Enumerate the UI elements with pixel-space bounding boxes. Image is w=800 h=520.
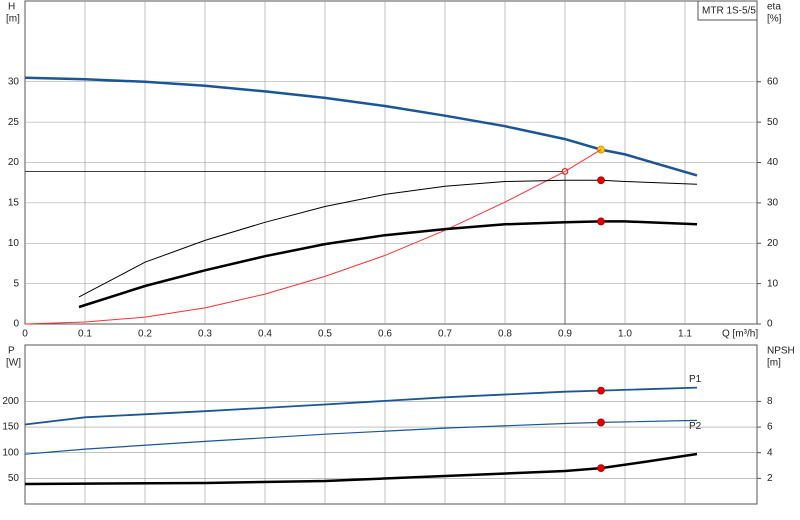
series-line (24, 76, 698, 177)
operating-point (597, 386, 605, 395)
right-axis-unit: [%] (767, 14, 782, 25)
x-tick-label: 0.3 (198, 329, 212, 340)
y2-tick-label: 50 (767, 117, 779, 128)
x-tick-label: 0 (22, 329, 28, 340)
y-tick-label: 200 (2, 396, 19, 407)
y2-tick-label: 20 (767, 238, 779, 249)
y2-tick-label: 30 (767, 198, 779, 209)
operating-point (597, 176, 605, 185)
series-label: P1 (689, 374, 702, 385)
series-label: P2 (689, 421, 702, 432)
y-tick-label: 50 (8, 473, 20, 484)
y-tick-label: 100 (2, 447, 19, 458)
x-tick-label: 0.2 (138, 329, 152, 340)
y2-tick-label: 2 (767, 473, 773, 484)
series-line (24, 419, 698, 455)
series-line (78, 179, 698, 298)
y2-tick-label: 40 (767, 157, 779, 168)
y2-tick-label: 8 (767, 396, 773, 407)
x-tick-label: 0.4 (258, 329, 272, 340)
series-line (24, 149, 602, 325)
y-tick-label: 5 (13, 278, 19, 289)
y-tick-label: 30 (8, 76, 20, 87)
y-tick-label: 25 (8, 117, 20, 128)
left-axis-label: H (8, 2, 15, 13)
y2-tick-label: 4 (767, 447, 773, 458)
y-tick-label: 10 (8, 238, 20, 249)
series-line (24, 386, 698, 426)
x-axis-label: Q [m³/h] (722, 329, 758, 340)
x-tick-label: 0.9 (558, 329, 572, 340)
right-axis-unit: [m] (767, 358, 781, 369)
plot-frame (24, 344, 758, 505)
model-label: MTR 1S-5/5 (702, 6, 756, 17)
operating-point (597, 217, 605, 226)
y2-tick-label: 6 (767, 422, 773, 433)
operating-point (597, 145, 605, 154)
x-tick-label: 0.7 (438, 329, 452, 340)
x-tick-label: 0.8 (498, 329, 512, 340)
operating-point (597, 464, 605, 472)
left-axis-unit: [m] (6, 14, 20, 25)
y2-tick-label: 0 (767, 319, 773, 330)
y-tick-label: 15 (8, 198, 20, 209)
series-line (24, 452, 698, 486)
x-tick-label: 0.6 (378, 329, 392, 340)
operating-point (597, 418, 605, 427)
y-tick-label: 0 (13, 319, 19, 330)
y-tick-label: 20 (8, 157, 20, 168)
left-axis-unit: [W] (6, 358, 21, 369)
x-tick-label: 0.5 (318, 329, 332, 340)
x-tick-label: 1.0 (618, 329, 632, 340)
model-box (697, 0, 758, 21)
y-tick-label: 150 (2, 422, 19, 433)
right-axis-label: NPSH (767, 346, 795, 357)
y2-tick-label: 60 (767, 76, 779, 87)
x-tick-label: 0.1 (78, 329, 92, 340)
y2-tick-label: 10 (767, 278, 779, 289)
right-axis-label: eta (767, 2, 781, 13)
series-line (78, 220, 698, 309)
x-tick-label: 1.1 (678, 329, 692, 340)
left-axis-label: P (8, 346, 15, 357)
